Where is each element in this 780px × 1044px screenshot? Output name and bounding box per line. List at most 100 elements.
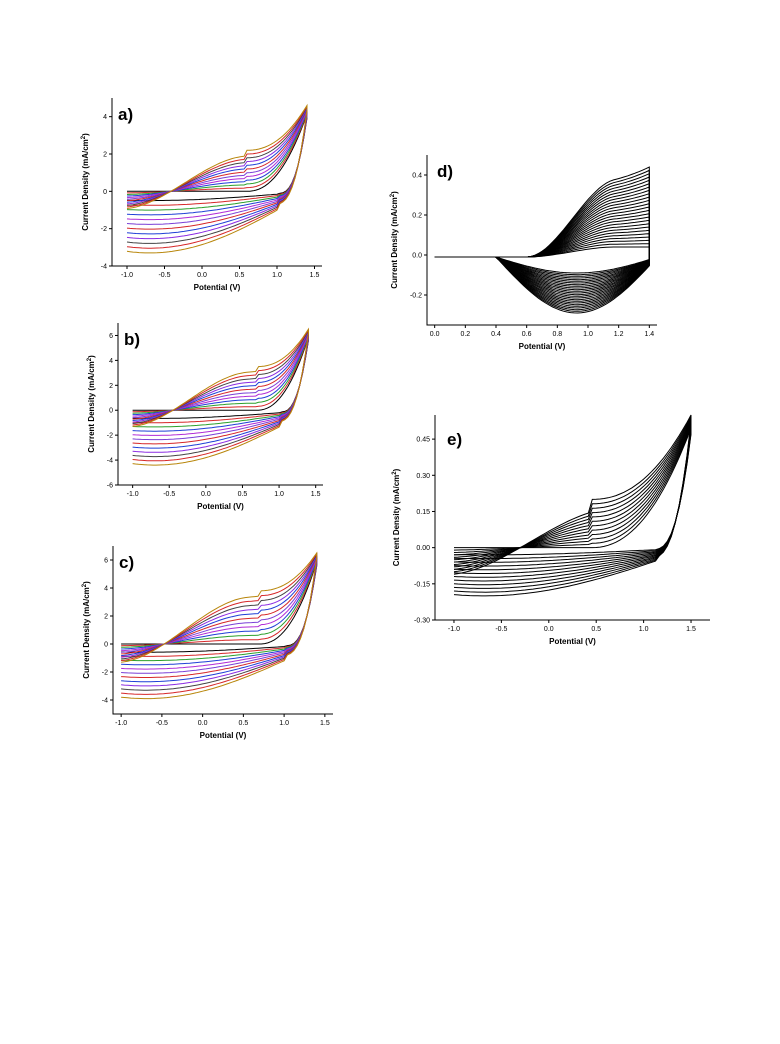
cv-cycle-1 xyxy=(126,113,308,202)
x-tick-label: 0.5 xyxy=(239,720,249,727)
panel-b-cyclic-voltammogram: -1.0 -0.5 0.0 0.5 1.0 1.5 -6 -4 -2 0 2 4 6 Potential … xyxy=(70,315,340,515)
panel-label: b) xyxy=(124,330,140,349)
cv-cycle-12 xyxy=(453,414,692,597)
panel-label: e) xyxy=(447,430,462,449)
cv-cycle-2 xyxy=(434,243,650,276)
x-tick-label: 0.8 xyxy=(552,331,562,338)
x-tick-label: 1.0 xyxy=(274,491,284,498)
y-tick-label: 0.00 xyxy=(416,545,430,552)
cv-curves xyxy=(121,551,318,700)
chart-svg-d: 0.0 0.2 0.4 0.6 0.8 1.0 1.2 1.4 -0.2 0.0 0.2 0.4 Pot… xyxy=(390,155,657,351)
x-tick-label: -0.5 xyxy=(163,491,175,498)
y-tick-label: -4 xyxy=(101,264,107,271)
x-tick-label: 1.0 xyxy=(639,626,649,633)
x-tick-label: 1.0 xyxy=(272,272,282,279)
y-tick-label: -2 xyxy=(102,670,108,677)
panel-label: c) xyxy=(119,553,134,572)
x-tick-label: 1.0 xyxy=(583,331,593,338)
panel-e-cyclic-voltammogram: -1.0 -0.5 0.0 0.5 1.0 1.5 -0.30 -0.15 0.00 0.15 0.… xyxy=(375,410,715,660)
x-tick-label: 1.5 xyxy=(320,720,330,727)
x-tick-label: -1.0 xyxy=(115,720,127,727)
y-tick-label: 0.2 xyxy=(412,213,422,220)
x-tick-label: 0.5 xyxy=(591,626,601,633)
y-axis-label: Current Density (mA/cm2) xyxy=(82,581,91,679)
x-axis-label: Potential (V) xyxy=(194,283,241,292)
chart-svg-b: -1.0 -0.5 0.0 0.5 1.0 1.5 -6 -4 -2 0 2 4 6 Potential … xyxy=(87,323,323,511)
y-tick-label: -4 xyxy=(107,458,113,465)
x-axis-label: Potential (V) xyxy=(549,637,596,646)
cv-cycle-1 xyxy=(454,428,692,556)
y-tick-label: 2 xyxy=(109,383,113,390)
y-tick-label: 0.15 xyxy=(416,509,430,516)
x-tick-label: 1.5 xyxy=(311,491,321,498)
x-axis-label: Potential (V) xyxy=(197,502,244,511)
y-tick-label: 0 xyxy=(109,408,113,415)
y-tick-label: 2 xyxy=(104,614,108,621)
axis-frame xyxy=(434,415,710,621)
y-axis-label: Current Density (mA/cm2) xyxy=(390,191,399,289)
y-tick-label: 0 xyxy=(104,642,108,649)
panel-label: a) xyxy=(118,105,133,124)
x-tick-label: -0.5 xyxy=(156,720,168,727)
y-tick-label: -0.2 xyxy=(410,293,422,300)
y-tick-label: 0 xyxy=(103,189,107,196)
y-tick-label: 4 xyxy=(109,358,113,365)
x-tick-label: 0.5 xyxy=(238,491,248,498)
cv-curves xyxy=(434,166,650,314)
x-tick-label: 0.2 xyxy=(460,331,470,338)
y-tick-label: 6 xyxy=(104,558,108,565)
chart-svg-a: -1.0 -0.5 0.0 0.5 1.0 1.5 -4 -2 0 2 4 Potential (V)… xyxy=(81,98,322,292)
x-tick-label: -1.0 xyxy=(448,626,460,633)
y-tick-label: 4 xyxy=(104,586,108,593)
y-tick-label: 4 xyxy=(103,114,107,121)
cv-cycle-2 xyxy=(121,561,318,657)
y-axis-label: Current Density (mA/cm2) xyxy=(81,133,90,231)
x-tick-label: 0.6 xyxy=(522,331,532,338)
x-tick-label: -0.5 xyxy=(495,626,507,633)
x-tick-label: 1.5 xyxy=(686,626,696,633)
x-tick-label: 0.5 xyxy=(235,272,245,279)
y-tick-label: 2 xyxy=(103,152,107,159)
y-tick-label: 6 xyxy=(109,333,113,340)
cv-cycle-12 xyxy=(126,103,308,254)
cv-cycle-1 xyxy=(132,337,309,419)
panel-c-cyclic-voltammogram: -1.0 -0.5 0.0 0.5 1.0 1.5 -4 -2 0 2 4 6 Potential (V… xyxy=(65,540,340,745)
y-tick-label: -4 xyxy=(102,698,108,705)
y-tick-label: -0.15 xyxy=(414,581,430,588)
x-tick-label: 0.0 xyxy=(197,272,207,279)
cv-cycle-25 xyxy=(434,166,650,314)
x-tick-label: -1.0 xyxy=(121,272,133,279)
cv-curves xyxy=(126,103,308,254)
axis-frame xyxy=(426,155,657,326)
y-axis-label: Current Density (mA/cm2) xyxy=(87,355,96,453)
x-axis-label: Potential (V) xyxy=(519,342,566,351)
x-axis-label: Potential (V) xyxy=(200,731,247,740)
cv-cycle-12 xyxy=(132,327,309,466)
chart-svg-c: -1.0 -0.5 0.0 0.5 1.0 1.5 -4 -2 0 2 4 6 Potential (V… xyxy=(82,546,333,740)
x-tick-label: 1.5 xyxy=(310,272,320,279)
panel-a-cyclic-voltammogram: -1.0 -0.5 0.0 0.5 1.0 1.5 -4 -2 0 2 4 Potential (V)… xyxy=(70,90,340,300)
cv-curves xyxy=(453,414,692,597)
cv-cycle-12 xyxy=(121,551,318,700)
y-tick-label: 0.4 xyxy=(412,173,422,180)
cv-cycle-9 xyxy=(126,107,308,240)
x-tick-label: -1.0 xyxy=(127,491,139,498)
y-tick-label: -0.30 xyxy=(414,618,430,625)
cv-curves xyxy=(132,327,309,466)
x-tick-label: 1.2 xyxy=(614,331,624,338)
y-tick-label: -2 xyxy=(101,226,107,233)
x-tick-label: 0.0 xyxy=(198,720,208,727)
x-tick-label: 0.0 xyxy=(544,626,554,633)
y-tick-label: -2 xyxy=(107,433,113,440)
axis-frame xyxy=(112,546,333,715)
panel-d-cyclic-voltammogram: 0.0 0.2 0.4 0.6 0.8 1.0 1.2 1.4 -0.2 0.0 0.2 0.4 Pot… xyxy=(375,140,675,365)
x-tick-label: 0.0 xyxy=(430,331,440,338)
x-tick-label: 1.4 xyxy=(644,331,654,338)
y-tick-label: 0.45 xyxy=(416,437,430,444)
x-tick-label: -0.5 xyxy=(158,272,170,279)
x-tick-label: 0.0 xyxy=(201,491,211,498)
y-axis-label: Current Density (mA/cm2) xyxy=(392,468,401,566)
x-tick-label: 0.4 xyxy=(491,331,501,338)
y-tick-label: 0.30 xyxy=(416,473,430,480)
